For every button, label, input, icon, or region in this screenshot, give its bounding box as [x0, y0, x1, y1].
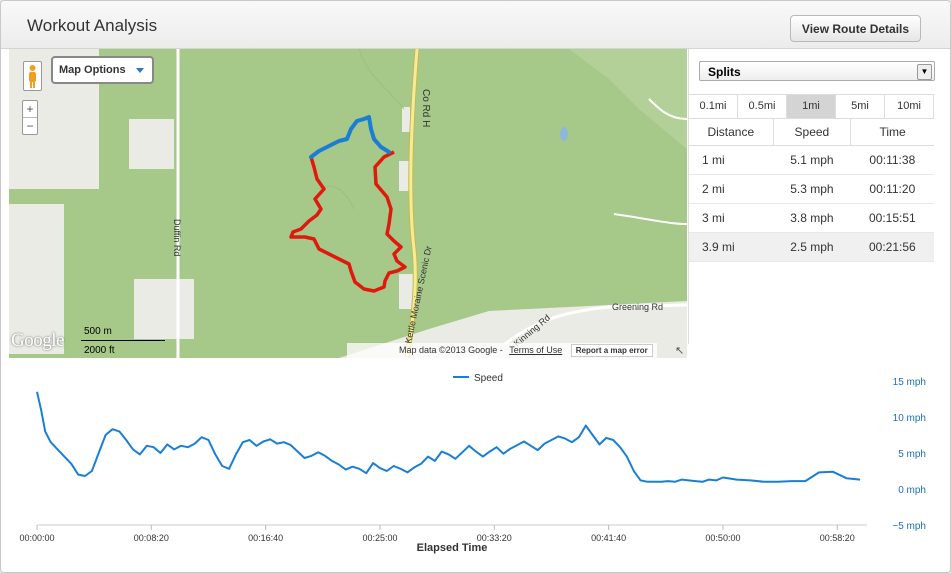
x-tick-label: 00:08:20 [134, 533, 169, 543]
y-tick-label: 5 mph [898, 449, 926, 460]
split-time: 00:11:20 [850, 174, 934, 204]
map-trail [358, 49, 405, 110]
split-distance: 3.9 mi [689, 232, 774, 262]
speed-series-line [36, 391, 861, 483]
y-tick-label: 15 mph [893, 377, 926, 388]
chart-legend: Speed [453, 373, 503, 384]
split-speed: 2.5 mph [773, 232, 851, 262]
splits-select[interactable]: Splits ▼ [699, 61, 935, 81]
split-time: 00:15:51 [850, 203, 934, 233]
table-row: 1 mi 5.1 mph 00:11:38 [689, 145, 934, 175]
select-arrow-icon: ▼ [917, 64, 932, 80]
x-tick-label: 00:33:20 [477, 533, 512, 543]
split-distance: 3 mi [689, 203, 774, 233]
page-title: Workout Analysis [27, 16, 158, 35]
map-field [569, 49, 687, 149]
table-row: 3.9 mi 2.5 mph 00:21:56 [689, 232, 934, 262]
scale-imperial-label: 2000 ft [84, 345, 115, 356]
panel-header: Workout Analysis View Route Details [1, 1, 950, 49]
split-distance-tabs: 0.1mi 0.5mi 1mi 5mi 10mi [689, 94, 934, 119]
splits-select-value: Splits [708, 65, 741, 79]
view-route-details-button[interactable]: View Route Details [790, 15, 921, 42]
person-icon [29, 65, 36, 88]
map-field [134, 279, 194, 339]
tab-split-5mi[interactable]: 5mi [836, 95, 885, 118]
x-tick-label: 00:50:00 [705, 533, 740, 543]
split-distance: 1 mi [689, 145, 774, 175]
y-tick-label: 0 mph [898, 485, 926, 496]
scale-bar [81, 340, 165, 341]
x-tick-label: 00:16:40 [248, 533, 283, 543]
route-path-start [309, 115, 391, 159]
map-field [129, 119, 174, 169]
x-axis-title: Elapsed Time [417, 542, 488, 554]
table-header-row: Distance Speed Time [689, 118, 934, 146]
street-view-pegman[interactable] [23, 61, 42, 91]
map-road-minor [648, 98, 687, 120]
map-expand-arrow-icon[interactable]: ↖ [675, 345, 685, 357]
tab-split-10mi[interactable]: 10mi [885, 95, 934, 118]
scale-metric-label: 500 m [84, 326, 112, 337]
tab-split-0-1mi[interactable]: 0.1mi [689, 95, 738, 118]
map-field [402, 107, 410, 132]
column-header-time: Time [850, 118, 934, 146]
x-tick-label: 00:00:00 [19, 533, 54, 543]
map-field [9, 204, 64, 354]
google-logo[interactable]: Google [11, 330, 64, 351]
caret-down-icon [136, 68, 144, 73]
table-row: 3 mi 3.8 mph 00:15:51 [689, 203, 934, 233]
x-axis-ticks: 00:00:00 00:08:20 00:16:40 00:25:00 00:33:20… [19, 525, 855, 543]
y-tick-label: 10 mph [893, 413, 926, 424]
terms-of-use-link[interactable]: Terms of Use [509, 345, 563, 355]
county-road-h [405, 49, 419, 358]
map-field [399, 161, 409, 191]
split-speed: 5.1 mph [773, 145, 851, 175]
column-header-speed: Speed [773, 118, 852, 146]
zoom-out-button[interactable]: − [26, 119, 34, 133]
tab-split-0-5mi[interactable]: 0.5mi [738, 95, 787, 118]
y-tick-label: −5 mph [892, 521, 926, 532]
road-label-co-rd-h: Co Rd H [420, 89, 431, 127]
speed-chart: Speed 00:00:00 00:08:20 00:16:40 00:25:00 00… [1, 359, 950, 572]
split-speed: 5.3 mph [773, 174, 851, 204]
road-label-greening-rd: Greening Rd [612, 302, 663, 312]
map-attribution: Map data ©2013 Google - Terms of Use Rep… [347, 343, 657, 358]
zoom-divider [23, 117, 37, 118]
route-path-main [289, 150, 407, 293]
route-map[interactable]: Co Rd H Duffin Rd Kettle Moraine Scenic … [9, 49, 687, 358]
split-time: 00:11:38 [850, 145, 934, 175]
report-map-error-link[interactable]: Report a map error [570, 344, 653, 357]
split-distance: 2 mi [689, 174, 774, 204]
speed-chart-svg: Speed 00:00:00 00:08:20 00:16:40 00:25:00 00… [19, 373, 926, 554]
splits-panel: Splits ▼ 0.1mi 0.5mi 1mi 5mi 10mi Distan… [688, 49, 950, 344]
road-label-duffin-rd: Duffin Rd [172, 219, 182, 256]
map-canvas[interactable]: Co Rd H Duffin Rd Kettle Moraine Scenic … [9, 49, 687, 358]
map-field [399, 274, 414, 309]
map-road-minor [613, 213, 687, 225]
map-lake [560, 127, 568, 141]
map-data-text: Map data ©2013 Google - [399, 345, 503, 355]
map-options-dropdown[interactable]: Map Options [51, 56, 154, 84]
x-tick-label: 00:58:20 [820, 533, 855, 543]
map-options-label: Map Options [59, 64, 126, 76]
zoom-control: + − [22, 100, 38, 135]
x-tick-label: 00:41:40 [591, 533, 626, 543]
zoom-in-button[interactable]: + [26, 102, 34, 116]
table-row: 2 mi 5.3 mph 00:11:20 [689, 174, 934, 204]
split-time: 00:21:56 [850, 232, 934, 262]
splits-table: Distance Speed Time 1 mi 5.1 mph 00:11:3… [689, 118, 934, 262]
x-tick-label: 00:25:00 [362, 533, 397, 543]
split-speed: 3.8 mph [773, 203, 851, 233]
legend-label-speed: Speed [474, 373, 503, 384]
y-axis-ticks: 15 mph 10 mph 5 mph 0 mph −5 mph [892, 377, 926, 532]
tab-split-1mi[interactable]: 1mi [787, 95, 836, 118]
column-header-distance: Distance [689, 118, 774, 146]
